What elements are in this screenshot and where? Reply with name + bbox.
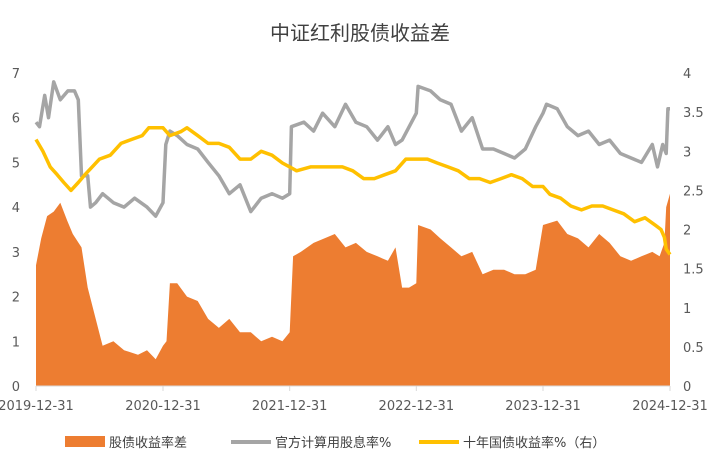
- x-tick-label: 2019-12-31: [0, 399, 74, 414]
- y-right-tick-label: 3.5: [683, 106, 704, 121]
- y-left-tick-label: 6: [12, 112, 20, 127]
- y-right-tick-label: 1: [683, 302, 691, 317]
- y-left-tick-label: 4: [12, 201, 20, 216]
- y-left-tick-label: 3: [12, 246, 20, 261]
- y-left-tick-label: 5: [12, 156, 20, 171]
- y-left-tick-label: 1: [12, 335, 20, 350]
- x-tick-label: 2021-12-31: [252, 399, 328, 414]
- legend-label-0: 股债收益率差: [109, 435, 187, 451]
- series-line-1: [34, 80, 670, 218]
- y-right-tick-label: 1.5: [683, 263, 704, 278]
- legend-swatch-0: [65, 436, 105, 447]
- y-right-tick-label: 3: [683, 145, 691, 160]
- series-area-0: [36, 193, 670, 386]
- y-left-tick-label: 2: [12, 291, 20, 306]
- axes: 0 1 2 3 4 5 6 7 0 0.5 1 1.5 2 2.5 3 3.5 4 2019-12-31 2020-…: [0, 67, 708, 414]
- legend: 股债收益率差 官方计算用股息率% 十年国债收益率%（右）: [65, 435, 605, 451]
- y-left-tick-label: 7: [12, 67, 20, 82]
- y-right-tick-label: 0.5: [683, 341, 704, 356]
- y-right-tick-label: 2: [683, 224, 691, 239]
- y-right-tick-label: 2.5: [683, 184, 704, 199]
- y-left-tick-label: 0: [12, 380, 20, 395]
- x-tick-label: 2022-12-31: [379, 399, 455, 414]
- x-tick-label: 2023-12-31: [505, 399, 581, 414]
- series-line-2: [34, 126, 672, 256]
- y-right-tick-label: 4: [683, 67, 691, 82]
- legend-label-2: 十年国债收益率%（右）: [463, 435, 605, 451]
- x-tick-label: 2020-12-31: [125, 399, 201, 414]
- legend-label-1: 官方计算用股息率%: [275, 435, 391, 451]
- x-tick-label: 2024-12-31: [632, 399, 708, 414]
- chart-title: 中证红利股债收益差: [270, 21, 450, 45]
- plot-area: [34, 80, 672, 386]
- y-right-tick-label: 0: [683, 380, 691, 395]
